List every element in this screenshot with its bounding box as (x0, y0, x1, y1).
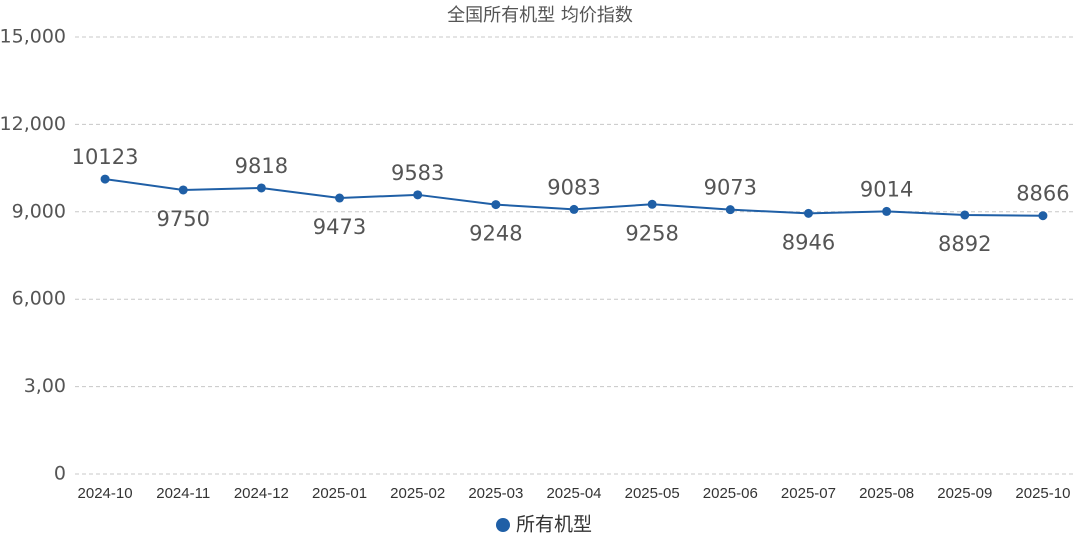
data-label: 9073 (704, 176, 757, 200)
point (491, 200, 501, 210)
point (413, 190, 423, 200)
data-label: 9014 (860, 177, 913, 201)
y-tick-label: 15,000 (0, 26, 66, 48)
data-label: 8946 (782, 230, 835, 254)
point (725, 205, 735, 215)
x-tick-label: 2025-06 (703, 485, 758, 502)
y-tick-label: 3,00 (24, 375, 66, 397)
point (960, 210, 970, 220)
point (256, 183, 266, 193)
data-label: 9083 (547, 175, 600, 199)
data-label: 9258 (625, 221, 678, 245)
x-tick-label: 2025-04 (546, 485, 601, 502)
point (335, 193, 345, 203)
x-tick-label: 2025-01 (312, 485, 367, 502)
x-tick-label: 2025-05 (625, 485, 680, 502)
x-tick-label: 2024-11 (156, 485, 210, 502)
x-tick-label: 2025-09 (937, 485, 992, 502)
point (569, 204, 579, 214)
x-tick-label: 2025-03 (468, 485, 523, 502)
point (882, 206, 892, 216)
point (1038, 211, 1048, 221)
point (803, 208, 813, 218)
legend-label: 所有机型 (516, 514, 592, 536)
point (647, 199, 657, 209)
chart-title: 全国所有机型 均价指数 (447, 5, 633, 26)
x-tick-label: 2024-12 (234, 485, 289, 502)
point (178, 185, 188, 195)
data-label: 8892 (938, 232, 991, 256)
data-label: 10123 (72, 145, 139, 169)
x-tick-label: 2025-08 (859, 485, 914, 502)
data-label: 9473 (313, 215, 366, 239)
x-tick-label: 2025-07 (781, 485, 836, 502)
data-label: 9750 (157, 207, 210, 231)
data-label: 9818 (235, 154, 288, 178)
y-tick-label: 0 (54, 463, 66, 485)
x-tick-label: 2025-10 (1015, 485, 1070, 502)
legend-marker (496, 518, 510, 532)
data-label: 8866 (1016, 182, 1069, 206)
data-label: 9583 (391, 161, 444, 185)
data-label: 9248 (469, 222, 522, 246)
x-tick-label: 2025-02 (390, 485, 445, 502)
y-tick-label: 12,000 (0, 113, 66, 135)
y-tick-label: 9,000 (12, 200, 66, 222)
y-tick-label: 6,000 (12, 288, 66, 310)
x-tick-label: 2024-10 (78, 485, 133, 502)
point (100, 174, 110, 184)
